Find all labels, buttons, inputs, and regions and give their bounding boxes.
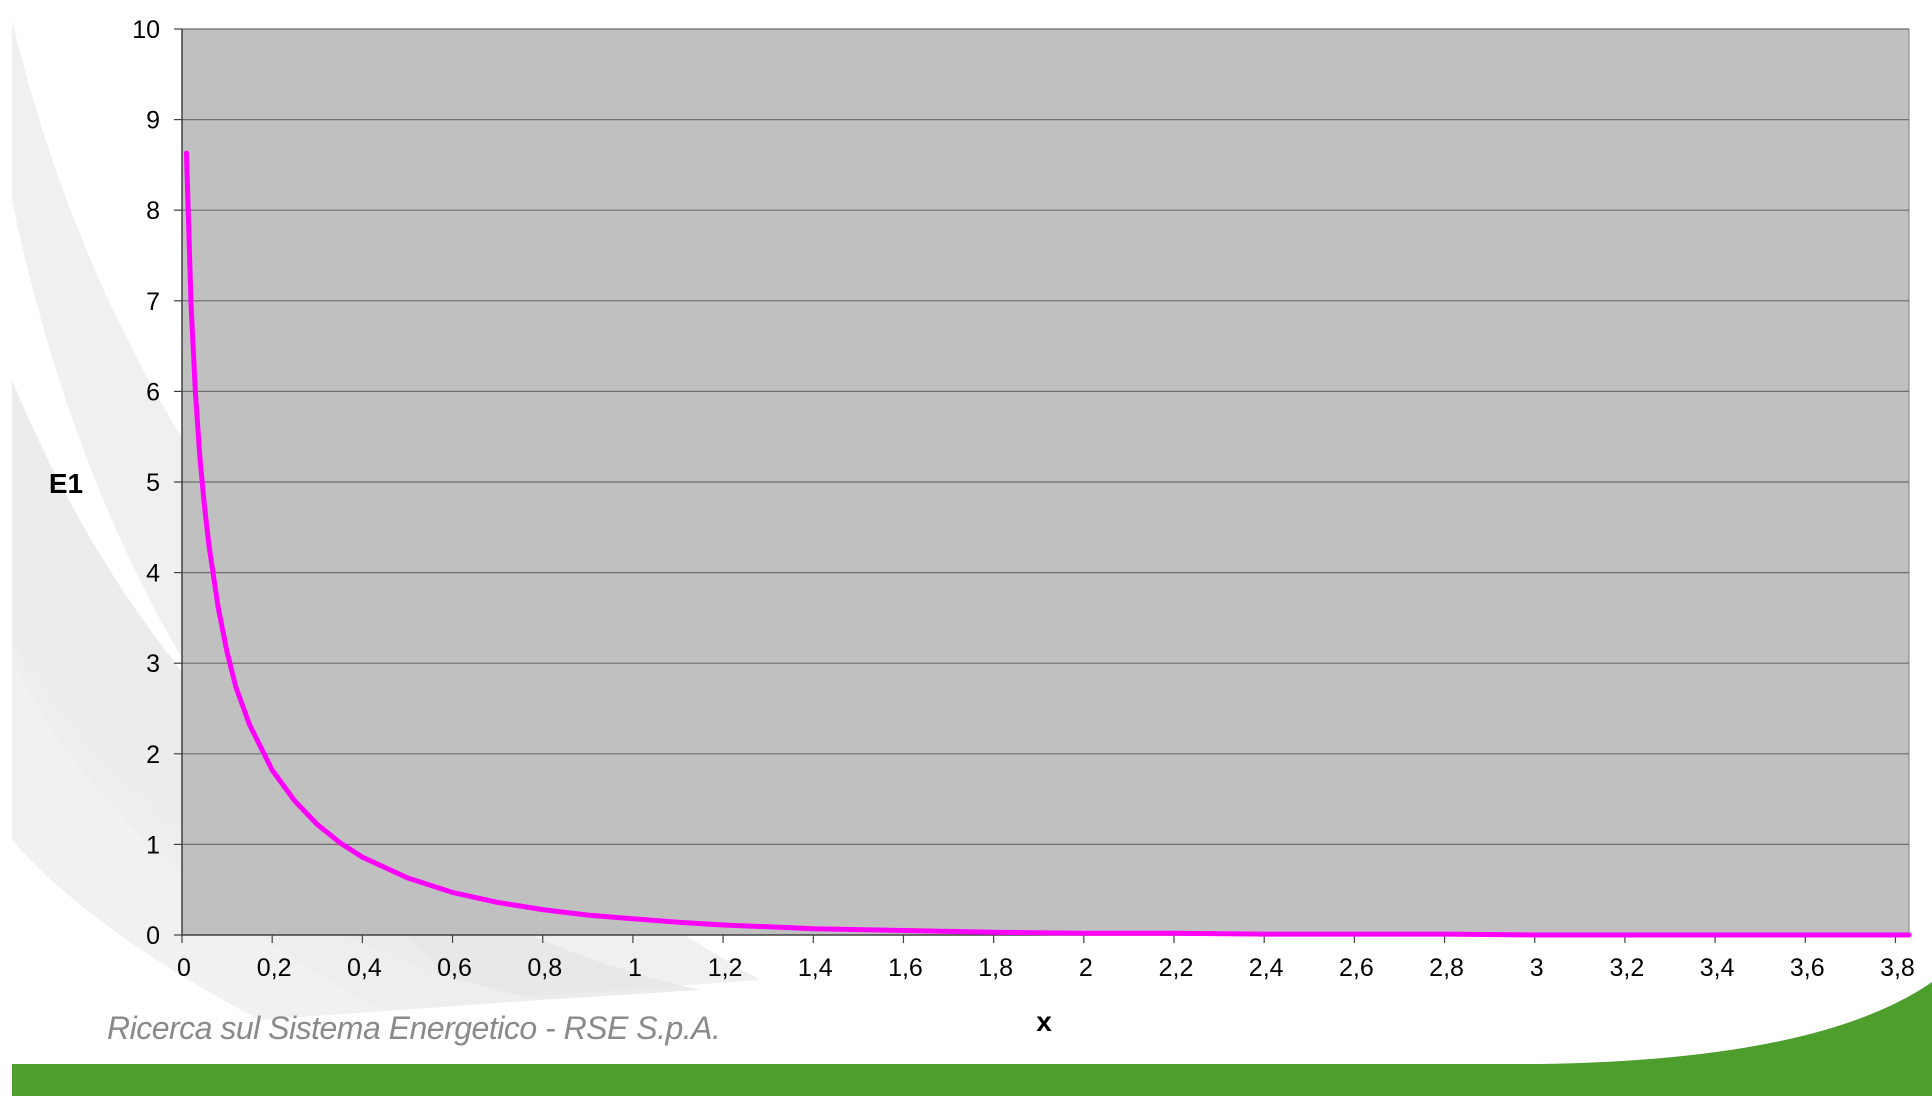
footer-green-curve bbox=[1540, 982, 1932, 1064]
x-tick-label: 2,2 bbox=[1159, 954, 1194, 982]
x-tick-label: 2,6 bbox=[1339, 954, 1374, 982]
series-line bbox=[184, 150, 1912, 938]
x-tick-label: 1 bbox=[628, 954, 642, 982]
y-tick-label: 6 bbox=[146, 378, 160, 406]
x-tick-label: 3 bbox=[1530, 954, 1544, 982]
x-tick-label: 3,8 bbox=[1880, 954, 1915, 982]
y-tick-label: 10 bbox=[132, 16, 160, 44]
x-tick-label: 3,6 bbox=[1790, 954, 1825, 982]
y-tick-label: 8 bbox=[146, 197, 160, 225]
x-tick-label: 0,4 bbox=[347, 954, 382, 982]
y-tick-label: 4 bbox=[146, 560, 160, 588]
gridlines bbox=[182, 28, 1909, 846]
x-tick-label: 2,4 bbox=[1249, 954, 1284, 982]
y-tick-label: 2 bbox=[146, 741, 160, 769]
y-tick-labels: 0 1 2 3 4 5 6 7 8 9 10 bbox=[132, 16, 160, 950]
x-tick-label: 2,8 bbox=[1429, 954, 1464, 982]
x-tick-label: 3,4 bbox=[1700, 954, 1735, 982]
y-tick-label: 5 bbox=[146, 469, 160, 497]
y-axis-title: E1 bbox=[49, 468, 83, 499]
y-tick-label: 3 bbox=[146, 650, 160, 678]
x-tick-label: 0,6 bbox=[437, 954, 472, 982]
x-tick-label: 2 bbox=[1079, 954, 1093, 982]
x-axis-title: x bbox=[1036, 1006, 1052, 1037]
footer-bar bbox=[12, 1064, 1932, 1096]
x-tick-label: 0,8 bbox=[527, 954, 562, 982]
x-tick-labels: 0 0,2 0,4 0,6 0,8 1 1,2 1,4 1,6 1,8 2 2,2 2,4 2,6 2,8 3… bbox=[177, 954, 1915, 982]
x-tick-label: 0 bbox=[177, 954, 191, 982]
y-tick-label: 0 bbox=[146, 922, 160, 950]
y-tick-label: 1 bbox=[146, 831, 160, 859]
x-tick-label: 1,4 bbox=[798, 954, 833, 982]
x-tick-label: 1,8 bbox=[978, 954, 1013, 982]
y-tick-label: 9 bbox=[146, 107, 160, 135]
footer-company-name: Ricerca sul Sistema Energetico - RSE S.p… bbox=[107, 1010, 721, 1046]
y-tick-label: 7 bbox=[146, 288, 160, 316]
x-tick-label: 1,2 bbox=[708, 954, 743, 982]
decorative-swoosh bbox=[12, 640, 540, 1020]
x-tick-label: 0,2 bbox=[257, 954, 292, 982]
x-tick-label: 1,6 bbox=[888, 954, 923, 982]
x-tick-label: 3,2 bbox=[1610, 954, 1645, 982]
